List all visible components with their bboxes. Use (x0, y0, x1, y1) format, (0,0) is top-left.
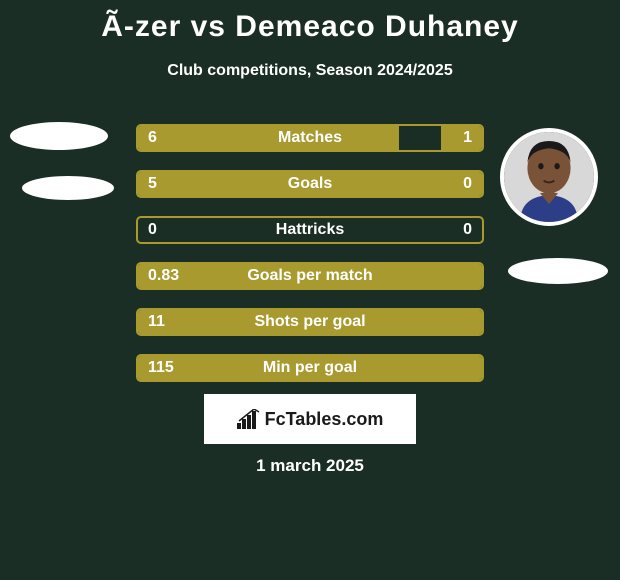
bar-value-right: 0 (463, 221, 472, 239)
bar-label: Min per goal (263, 359, 357, 377)
snapshot-date: 1 march 2025 (0, 456, 620, 476)
bar-value-left: 115 (148, 359, 174, 377)
bar-value-left: 11 (148, 313, 165, 331)
placeholder-pill (22, 176, 114, 200)
stat-bar-row: 11 Shots per goal (136, 308, 484, 336)
comparison-title: Ã-zer vs Demeaco Duhaney (0, 0, 620, 44)
stat-bar-row: 115 Min per goal (136, 354, 484, 382)
bar-label: Hattricks (276, 221, 344, 239)
player-avatar-right (500, 128, 598, 226)
bar-value-left: 0.83 (148, 267, 179, 285)
stat-bar-row: 5 Goals 0 (136, 170, 484, 198)
stat-bar-row: 0.83 Goals per match (136, 262, 484, 290)
bar-label: Matches (278, 129, 342, 147)
comparison-subtitle: Club competitions, Season 2024/2025 (0, 62, 620, 80)
bar-label: Goals (288, 175, 332, 193)
stat-bars: 6 Matches 1 5 Goals 0 0 Hattricks 0 0.83 Goals per… (136, 124, 484, 400)
placeholder-pill (508, 258, 608, 284)
stat-bar-row: 0 Hattricks 0 (136, 216, 484, 244)
brand-chart-icon (237, 409, 261, 429)
bar-value-left: 0 (148, 221, 157, 239)
bar-value-right: 0 (463, 175, 472, 193)
placeholder-pill (10, 122, 108, 150)
brand-watermark: FcTables.com (204, 394, 416, 444)
bar-fill-right (441, 126, 482, 150)
brand-text: FcTables.com (265, 409, 384, 430)
bar-value-left: 6 (148, 129, 157, 147)
stat-bar-row: 6 Matches 1 (136, 124, 484, 152)
bar-value-right: 1 (463, 129, 472, 147)
stats-comparison-card: { "title": "Ã-zer vs Demeaco Duhaney", "… (0, 0, 620, 580)
bar-value-left: 5 (148, 175, 157, 193)
bar-label: Goals per match (247, 267, 372, 285)
bar-label: Shots per goal (254, 313, 365, 331)
avatar-eye (538, 163, 543, 169)
bar-fill-left (138, 126, 399, 150)
avatar-eye (554, 163, 559, 169)
avatar-svg (504, 132, 594, 222)
